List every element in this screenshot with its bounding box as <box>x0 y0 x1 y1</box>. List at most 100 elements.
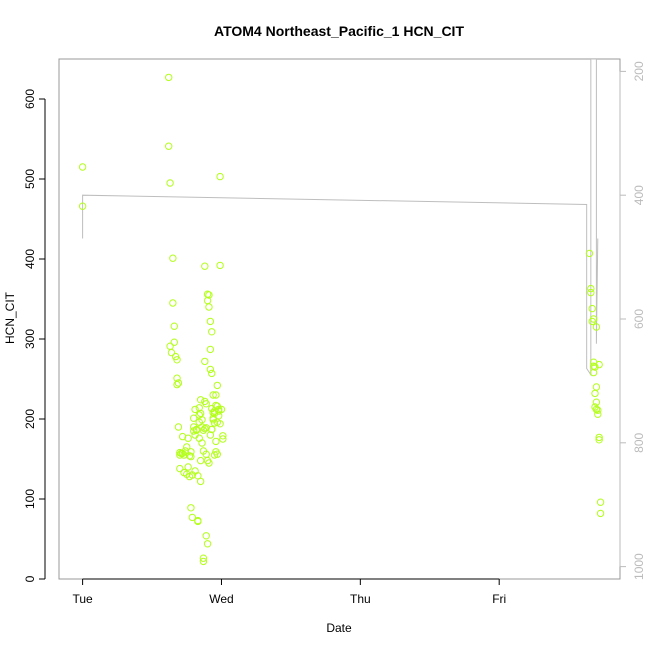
x-tick-label: Fri <box>492 592 506 606</box>
x-axis: Tue Wed Thu Fri <box>72 578 506 606</box>
data-point <box>174 423 183 431</box>
plot-area <box>78 59 605 566</box>
data-point <box>588 304 596 313</box>
data-point <box>201 424 209 433</box>
data-point <box>187 452 195 461</box>
y-axis-right: 200 400 600 800 1000 <box>619 61 646 580</box>
data-point <box>208 425 216 434</box>
data-point <box>210 407 219 415</box>
data-point <box>212 437 220 446</box>
y-tick-label: 500 <box>23 169 37 189</box>
x-axis-label: Date <box>326 621 352 635</box>
data-point <box>166 342 174 350</box>
y-axis-left: 0 100 200 300 400 500 600 <box>23 89 46 582</box>
data-point <box>176 464 184 473</box>
data-point <box>219 435 227 443</box>
data-point <box>594 406 602 414</box>
data-point <box>170 322 178 330</box>
data-point <box>591 363 599 371</box>
data-point <box>213 450 222 458</box>
data-point <box>169 299 177 307</box>
data-point <box>592 398 601 406</box>
data-point <box>208 369 216 378</box>
data-point <box>203 540 212 548</box>
data-point <box>198 439 206 447</box>
data-point <box>209 391 217 399</box>
data-point <box>78 163 87 171</box>
data-point <box>202 400 210 408</box>
data-point <box>208 328 216 336</box>
data-point <box>188 513 197 522</box>
data-point <box>596 509 605 518</box>
data-point <box>165 142 173 150</box>
y2-tick-label: 800 <box>632 432 646 452</box>
data-point <box>184 434 192 442</box>
data-point <box>176 451 184 459</box>
data-point <box>192 426 201 434</box>
plot-frame <box>58 58 621 580</box>
y2-tick-label: 200 <box>632 61 646 81</box>
y2-tick-label: 600 <box>632 309 646 329</box>
data-point <box>216 420 224 428</box>
data-point <box>202 450 210 458</box>
data-point <box>183 443 191 451</box>
y-tick-label: 200 <box>23 409 37 429</box>
data-point <box>587 284 595 293</box>
data-point <box>169 254 177 262</box>
data-point <box>167 348 176 357</box>
data-point <box>78 202 87 210</box>
y2-tick-label: 1000 <box>632 553 646 580</box>
data-point <box>206 317 215 326</box>
data-point <box>174 379 183 387</box>
data-point <box>217 405 226 414</box>
data-point <box>183 470 191 478</box>
data-point <box>185 452 194 460</box>
data-point <box>592 323 601 331</box>
data-point <box>195 404 203 412</box>
data-point <box>165 73 173 82</box>
y-axis-label: HCN_CIT <box>3 291 17 344</box>
data-point <box>595 433 603 442</box>
data-point <box>194 472 202 480</box>
data-point <box>594 410 602 418</box>
data-point <box>213 381 222 390</box>
data-point <box>202 532 210 540</box>
data-point <box>201 262 209 270</box>
data-point <box>585 249 594 258</box>
data-point <box>195 434 203 442</box>
data-point <box>206 365 215 374</box>
data-point <box>589 315 598 323</box>
data-point <box>592 405 601 414</box>
data-point <box>189 414 198 422</box>
data-point <box>592 383 601 391</box>
data-point <box>199 557 208 566</box>
data-point <box>184 463 192 471</box>
secondary-series-line <box>82 59 599 377</box>
data-point <box>591 389 599 398</box>
data-point <box>201 357 209 366</box>
data-point <box>216 172 224 181</box>
chart-title: ATOM4 Northeast_Pacific_1 HCN_CIT <box>214 23 464 39</box>
x-tick-label: Tue <box>72 592 93 606</box>
y-tick-label: 600 <box>23 89 37 109</box>
data-point <box>214 405 223 414</box>
data-point <box>173 380 181 389</box>
data-point <box>181 447 190 455</box>
data-point <box>596 498 605 506</box>
y-tick-label: 300 <box>23 329 37 349</box>
data-point <box>187 504 195 512</box>
x-tick-label: Thu <box>350 592 371 606</box>
data-point <box>205 459 213 467</box>
y2-tick-label: 400 <box>632 185 646 205</box>
data-point <box>219 432 227 440</box>
x-tick-label: Wed <box>209 592 233 606</box>
data-point <box>212 391 220 399</box>
data-point <box>199 554 208 562</box>
data-point <box>595 436 603 444</box>
data-point <box>203 290 212 298</box>
data-point <box>187 448 195 456</box>
y-tick-label: 100 <box>23 489 37 509</box>
data-point <box>206 431 215 439</box>
data-point <box>180 451 188 459</box>
